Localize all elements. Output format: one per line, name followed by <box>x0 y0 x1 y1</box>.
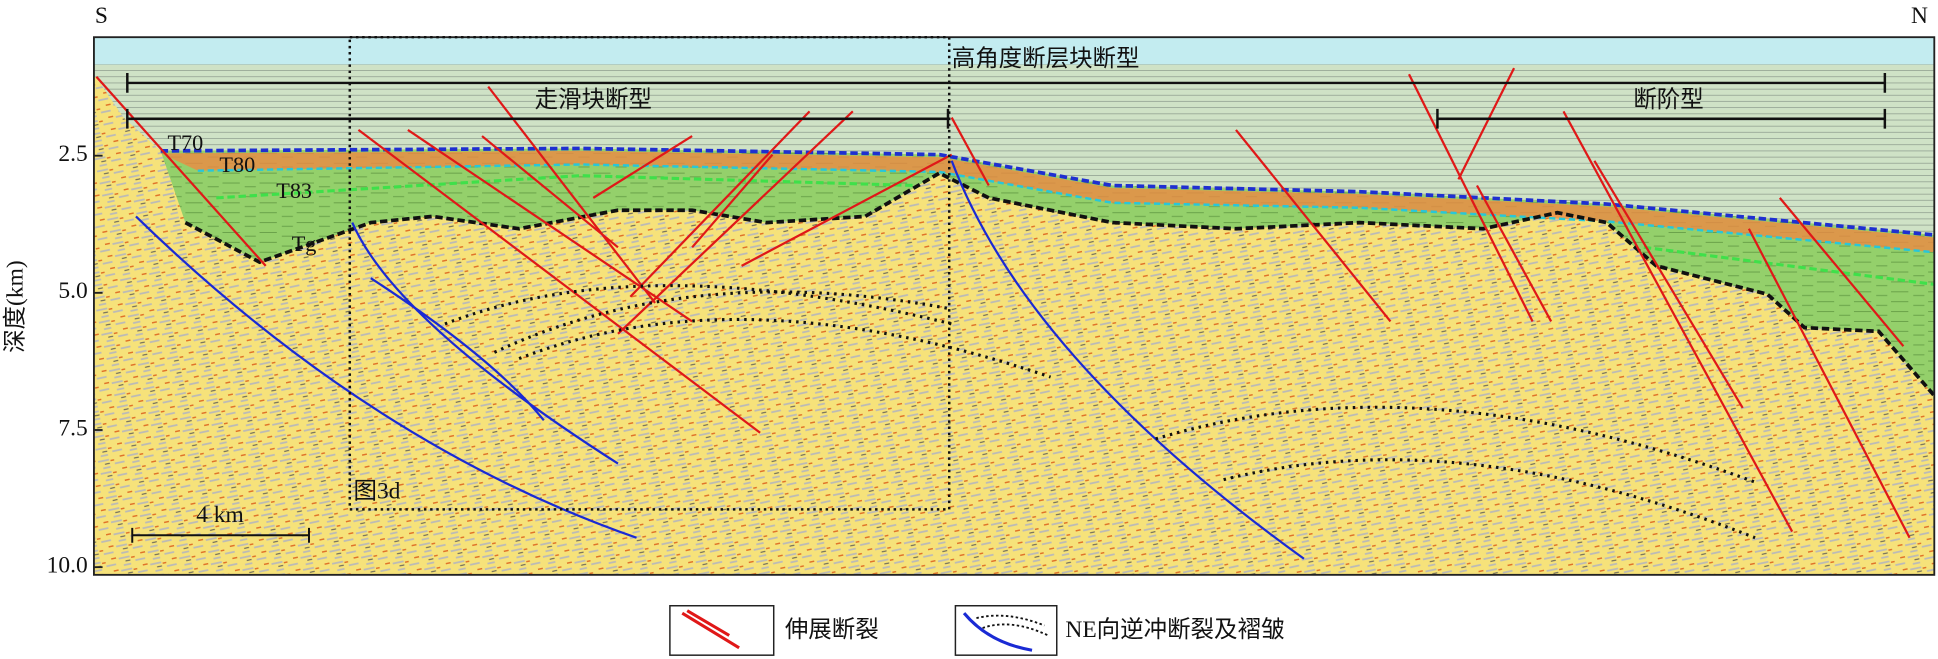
legend-box <box>954 604 1058 656</box>
zone-label: 高角度断层块断型 <box>952 45 1140 72</box>
scale-label: 4 km <box>196 502 244 528</box>
scale-bar <box>131 527 310 543</box>
legend-label: NE向逆冲断裂及褶皱 <box>1065 616 1284 643</box>
orange-layer <box>160 150 1935 253</box>
legend-label: 伸展断裂 <box>785 616 879 643</box>
horizon-label: T70 <box>167 130 203 155</box>
zone-bar <box>1436 108 1887 129</box>
y-tick-label: 5.0 <box>58 278 87 304</box>
zone-bars <box>126 73 1887 129</box>
water <box>93 37 1935 65</box>
legend-symbol <box>681 609 740 650</box>
horizon-t83 <box>216 174 1935 286</box>
compass-right: N <box>1911 3 1928 29</box>
y-tick-label: 2.5 <box>58 141 87 167</box>
legend-symbol <box>962 612 1033 652</box>
y-tick-label: 10.0 <box>47 553 88 579</box>
horizon-label: T80 <box>219 152 255 177</box>
thrust-faults <box>135 160 1305 560</box>
fold-traces <box>444 284 1756 540</box>
zone-label: 走滑块断型 <box>535 86 652 113</box>
y-axis: 2.5 5.0 7.5 10.0 <box>47 141 103 579</box>
section-frame <box>93 36 1936 576</box>
overburden <box>93 37 1935 235</box>
extensional-faults <box>95 67 1911 539</box>
zone-bar <box>126 108 950 129</box>
legend-box <box>669 604 775 656</box>
y-tick-label: 7.5 <box>58 415 87 441</box>
horizon-t70 <box>160 146 1935 237</box>
inset-box <box>348 35 951 511</box>
horizon-label: Tg <box>292 231 317 256</box>
seismic-section <box>93 37 1936 575</box>
legend-symbol <box>976 614 1049 637</box>
zone-label: 断阶型 <box>1633 86 1703 113</box>
zone-bar <box>126 73 1887 93</box>
inset-label: 图3d <box>353 479 400 505</box>
compass-left: S <box>95 3 108 29</box>
axis-label: 深度(km) <box>2 260 29 353</box>
horizon-tg <box>184 171 1936 397</box>
horizon-label: T83 <box>276 178 312 203</box>
